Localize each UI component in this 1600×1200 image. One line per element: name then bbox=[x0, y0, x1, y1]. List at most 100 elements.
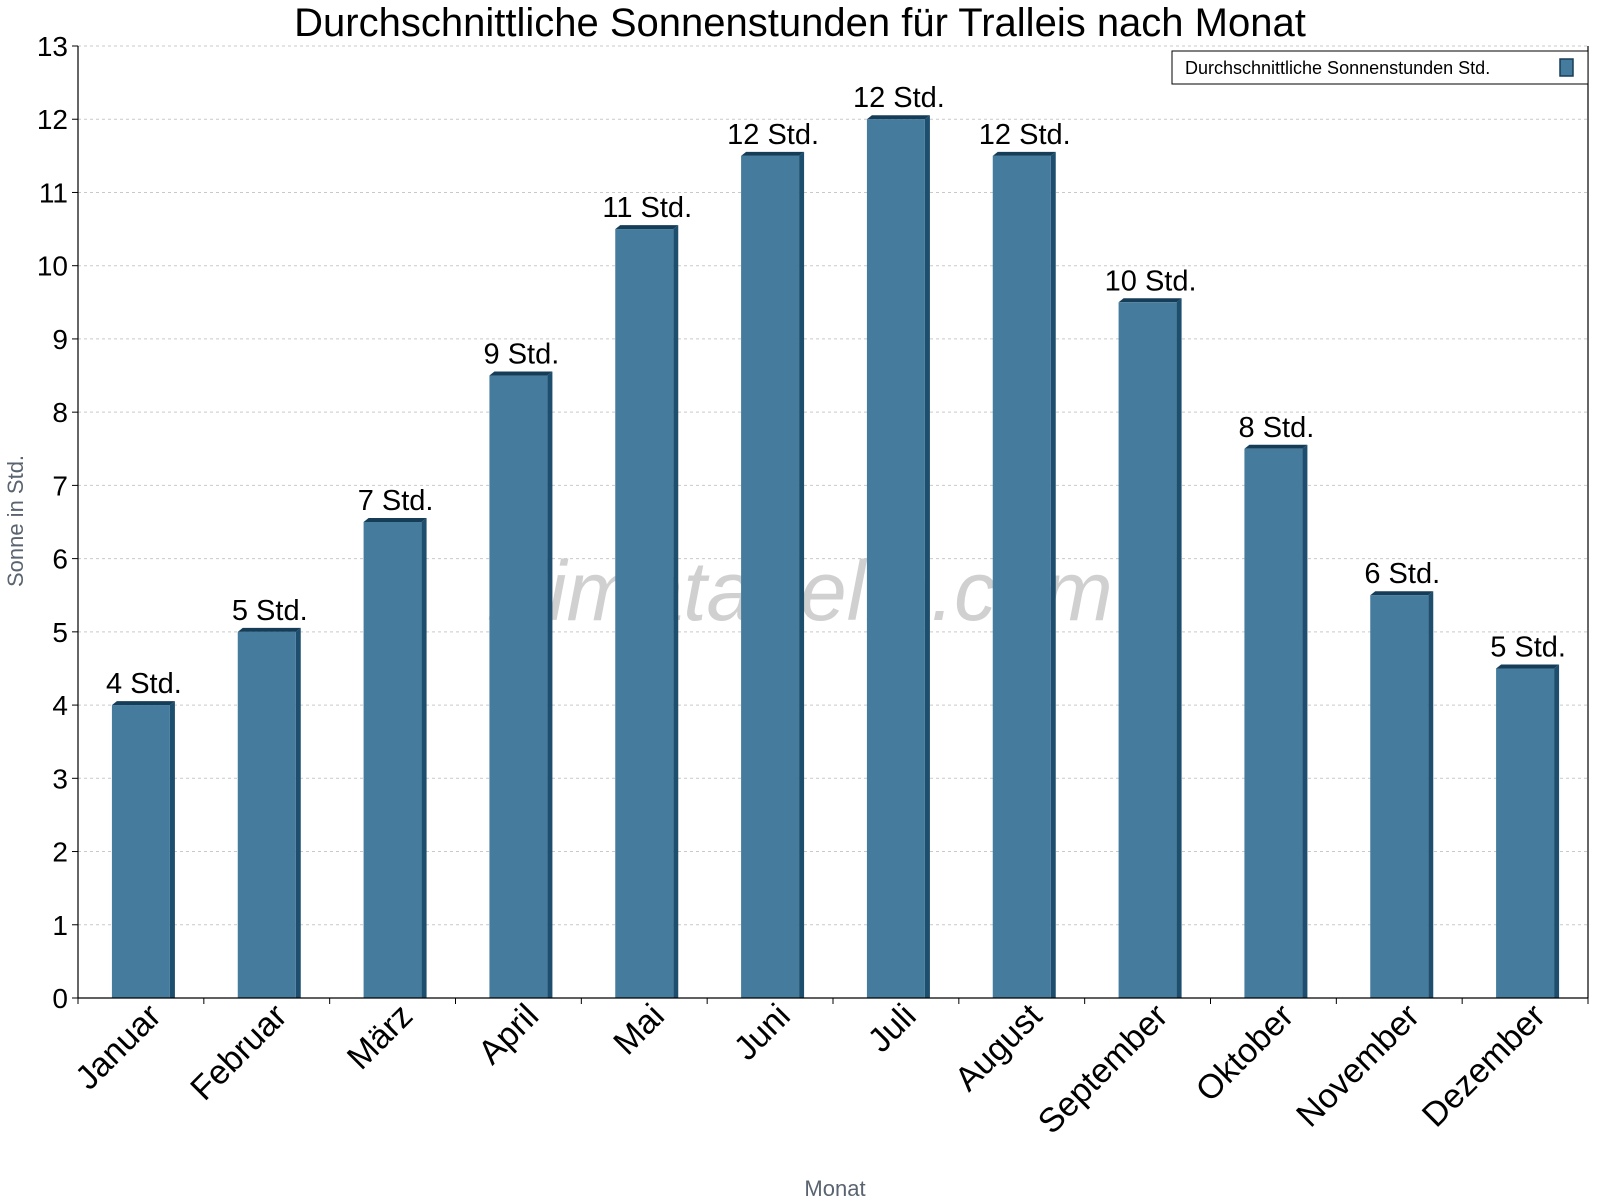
y-tick-label: 3 bbox=[52, 763, 68, 794]
bar-top bbox=[866, 115, 930, 120]
x-tick-label: Mai bbox=[606, 997, 672, 1063]
y-tick-label: 2 bbox=[52, 837, 68, 868]
legend-swatch bbox=[1559, 58, 1574, 77]
bar-face bbox=[1118, 302, 1177, 998]
bar-top bbox=[363, 518, 427, 522]
bar-face bbox=[237, 631, 296, 998]
y-tick-label: 11 bbox=[39, 177, 68, 208]
bar bbox=[111, 701, 175, 998]
x-tick-label: Dezember bbox=[1415, 997, 1553, 1135]
bar-top bbox=[489, 371, 553, 376]
chart-title: Durchschnittliche Sonnenstunden für Tral… bbox=[294, 1, 1306, 45]
data-label: 11 Std. bbox=[602, 192, 692, 224]
bar-face bbox=[992, 155, 1051, 998]
bar bbox=[615, 225, 679, 999]
bar-top bbox=[1244, 444, 1308, 449]
bar-top bbox=[741, 151, 805, 156]
bar-face bbox=[615, 229, 674, 999]
x-tick-label: Juni bbox=[727, 997, 798, 1068]
bar-face bbox=[111, 705, 170, 998]
data-label: 5 Std. bbox=[1490, 631, 1566, 663]
y-tick-label: 7 bbox=[52, 470, 68, 501]
bar-top bbox=[1496, 664, 1560, 669]
legend: Durchschnittliche Sonnenstunden Std. bbox=[1171, 50, 1589, 85]
bar-top bbox=[992, 151, 1056, 156]
data-label: 9 Std. bbox=[484, 339, 560, 371]
bar-side bbox=[799, 151, 805, 998]
bar-top bbox=[615, 225, 679, 230]
bar bbox=[741, 151, 805, 998]
bar-face bbox=[1370, 595, 1429, 998]
y-tick-label: 5 bbox=[52, 617, 68, 648]
bar bbox=[363, 518, 427, 998]
data-label: 4 Std. bbox=[106, 668, 182, 700]
bar-face bbox=[741, 155, 800, 998]
x-tick-label: März bbox=[340, 997, 420, 1077]
bar bbox=[866, 115, 930, 998]
bars bbox=[111, 115, 1560, 999]
bar-side bbox=[1176, 298, 1182, 998]
x-tick-label: April bbox=[471, 997, 546, 1072]
axes bbox=[72, 45, 1589, 1004]
bar-top bbox=[237, 627, 301, 632]
x-tick-label: August bbox=[948, 996, 1050, 1098]
bar bbox=[1370, 591, 1434, 998]
y-tick-label: 9 bbox=[52, 324, 68, 355]
y-tick-label: 12 bbox=[37, 104, 68, 135]
bar-side bbox=[295, 627, 301, 998]
x-tick-label: Oktober bbox=[1189, 997, 1301, 1109]
data-labels: 4 Std. 5 Std. 7 Std. 9 Std. 11 Std. 12 Std. 12… bbox=[106, 82, 1566, 700]
x-axis-title: Monat bbox=[804, 1176, 865, 1200]
data-label: 12 Std. bbox=[727, 119, 819, 151]
bar-side bbox=[169, 701, 175, 998]
y-tick-label: 4 bbox=[52, 690, 68, 721]
x-tick-labels: Januar Februar März April Mai Juni Juli AugustS… bbox=[68, 996, 1553, 1141]
y-tick-label: 13 bbox=[37, 31, 68, 62]
x-tick-label: November bbox=[1289, 997, 1427, 1135]
data-label: 6 Std. bbox=[1364, 558, 1440, 590]
y-tick-label: 0 bbox=[52, 983, 68, 1014]
bar-side bbox=[421, 518, 427, 998]
bar-side bbox=[1428, 591, 1434, 998]
x-tick-label: Januar bbox=[68, 997, 168, 1097]
bar-side bbox=[1302, 444, 1308, 998]
y-tick-label: 6 bbox=[52, 544, 68, 575]
bar bbox=[1496, 664, 1560, 998]
bar-face bbox=[363, 522, 422, 998]
legend-box bbox=[1171, 50, 1589, 85]
bar-face bbox=[489, 375, 548, 998]
bar-face bbox=[866, 119, 925, 998]
bar-face bbox=[1496, 668, 1555, 998]
y-tick-label: 8 bbox=[52, 397, 68, 428]
bar-side bbox=[1554, 664, 1560, 998]
data-label: 8 Std. bbox=[1239, 412, 1315, 444]
data-label: 12 Std. bbox=[979, 119, 1071, 151]
bar-side bbox=[924, 115, 930, 998]
data-label: 7 Std. bbox=[358, 485, 434, 517]
legend-label: Durchschnittliche Sonnenstunden Std. bbox=[1185, 58, 1490, 78]
data-label: 5 Std. bbox=[232, 595, 308, 627]
bar bbox=[1244, 444, 1308, 998]
bar bbox=[992, 151, 1056, 998]
bar bbox=[237, 627, 301, 998]
data-label: 10 Std. bbox=[1105, 265, 1197, 297]
bar-top bbox=[1370, 591, 1434, 596]
x-tick-label: Februar bbox=[183, 997, 294, 1108]
x-tick-label: September bbox=[1031, 997, 1175, 1141]
bar-side bbox=[1050, 151, 1056, 998]
y-tick-label: 1 bbox=[52, 910, 68, 941]
bar-side bbox=[547, 371, 553, 998]
bar-top bbox=[111, 701, 175, 706]
data-label: 12 Std. bbox=[853, 82, 945, 114]
grid-lines bbox=[78, 45, 1588, 926]
bar-side bbox=[673, 225, 679, 999]
bar-top bbox=[1118, 298, 1182, 303]
y-tick-label: 10 bbox=[37, 251, 68, 282]
bar bbox=[1118, 298, 1182, 998]
y-axis-title: Sonne in Std. bbox=[3, 455, 28, 587]
x-tick-label: Juli bbox=[861, 997, 924, 1060]
bar-face bbox=[1244, 448, 1303, 998]
bar bbox=[489, 371, 553, 998]
